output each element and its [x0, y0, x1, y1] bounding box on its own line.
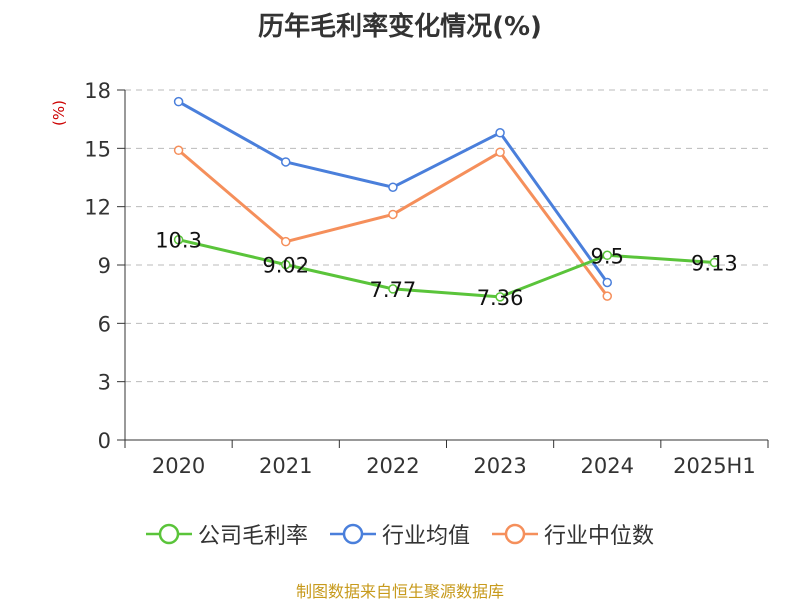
- axis-layer: 0 3 6 9 12 15 18 2020 2021 2022 2023 2024 2025H1: [84, 79, 769, 478]
- y-tick-label: 12: [84, 196, 111, 220]
- data-point: [281, 236, 291, 247]
- y-tick-label: 3: [98, 371, 111, 395]
- grid-layer: [125, 89, 768, 383]
- legend-marker-circle: [504, 523, 526, 545]
- legend: 公司毛利率 行业均值 行业中位数: [0, 518, 800, 550]
- legend-marker-icon: [492, 523, 538, 545]
- y-tick-label: 9: [98, 254, 111, 278]
- data-point: [281, 259, 291, 270]
- y-tick-label: 18: [84, 79, 111, 103]
- legend-label: 公司毛利率: [197, 524, 308, 549]
- data-point: [495, 128, 505, 138]
- y-tick-label: 0: [98, 429, 111, 453]
- x-tick-label: 2020: [152, 454, 205, 478]
- y-tick-label: 6: [98, 312, 111, 336]
- data-point: [602, 250, 612, 261]
- series-line-0: [178, 238, 715, 299]
- legend-item[interactable]: 行业均值: [329, 518, 470, 550]
- x-tick-label: 2023: [473, 454, 526, 478]
- legend-marker-icon: [145, 523, 192, 545]
- data-label: 9.02: [262, 254, 309, 278]
- data-label: 9.5: [591, 244, 624, 268]
- data-point: [388, 284, 398, 294]
- y-tick-label: 15: [84, 137, 111, 161]
- data-point: [173, 96, 184, 107]
- data-label: 7.36: [477, 286, 524, 310]
- legend-marker-circle: [158, 523, 180, 545]
- x-tick-label: 2021: [259, 454, 312, 478]
- legend-marker-circle: [342, 523, 364, 545]
- series-layer: [173, 96, 720, 302]
- data-point: [495, 147, 505, 157]
- data-point: [495, 292, 505, 302]
- x-tick-label: 2022: [366, 454, 419, 478]
- data-label: 7.77: [370, 278, 417, 302]
- legend-item[interactable]: 公司毛利率: [145, 518, 308, 550]
- data-point: [388, 182, 398, 192]
- data-point: [602, 277, 612, 288]
- data-label-layer: 10.3 9.02 7.77 7.36 9.5 9.13: [155, 229, 738, 310]
- chart-title: 历年毛利率变化情况(%): [258, 12, 542, 42]
- data-point: [173, 145, 184, 156]
- data-point: [173, 234, 184, 245]
- legend-label: 行业中位数: [544, 524, 655, 549]
- series-line-2: [177, 149, 609, 298]
- data-point: [388, 209, 398, 220]
- data-point: [709, 257, 720, 268]
- data-label: 10.3: [155, 229, 202, 253]
- legend-marker-icon: [329, 523, 376, 545]
- legend-item[interactable]: 行业中位数: [492, 518, 654, 550]
- data-label: 9.13: [691, 251, 738, 275]
- source-note: 制图数据来自恒生聚源数据库: [295, 582, 504, 601]
- data-point: [602, 291, 612, 301]
- x-tick-label: 2025H1: [673, 454, 756, 478]
- data-point: [281, 157, 291, 167]
- x-tick-label: 2024: [581, 454, 634, 478]
- legend-label: 行业均值: [381, 524, 470, 549]
